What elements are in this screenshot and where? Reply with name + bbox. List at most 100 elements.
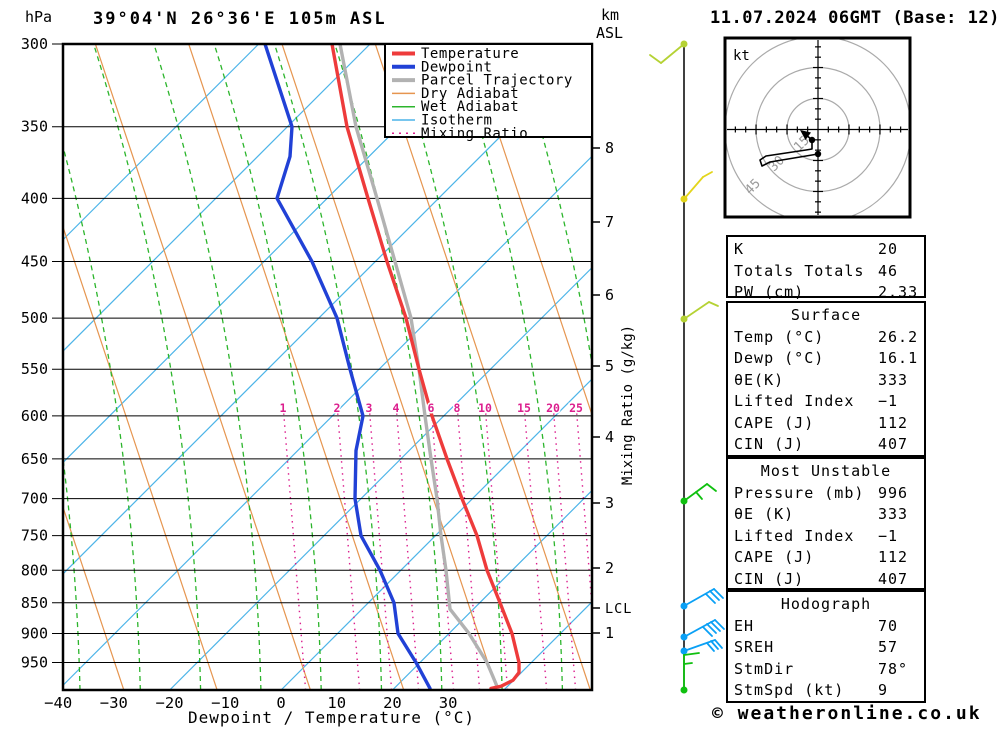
mixing-ratio-labels: 1 2 3 4 6 8 10 15 20 25 xyxy=(278,400,584,417)
table-row: θE(K) 333 xyxy=(734,370,924,392)
mixing-ratio-line xyxy=(368,403,393,690)
table-row: Temp (°C) 26.2 xyxy=(734,327,924,349)
mixing-ratio-line xyxy=(552,403,577,690)
table-row-value: 407 xyxy=(878,569,909,588)
table-row-value: 16.1 xyxy=(878,349,919,367)
legend-label: Dewpoint xyxy=(421,59,492,75)
pressure-tick-label: 700 xyxy=(21,490,48,508)
wind-barb-segment xyxy=(709,590,720,601)
temp-tick-label: −20 xyxy=(156,694,184,712)
wind-barb-segment xyxy=(660,43,685,64)
wind-barb-segment xyxy=(683,639,716,652)
table-row-value: 996 xyxy=(878,483,909,502)
table-row: SREH 57 xyxy=(734,637,924,659)
km-tick-label: 7 xyxy=(605,213,614,231)
isotherm-line xyxy=(63,44,482,464)
mixing-ratio-value-label: 8 xyxy=(454,401,461,415)
pressure-tick-label: 450 xyxy=(21,253,48,271)
temp-tick-label: −10 xyxy=(211,694,239,712)
table-row-label: StmSpd (kt) xyxy=(734,681,845,699)
temp-tick-label: 30 xyxy=(439,694,458,712)
mixing-ratio-value-label: 15 xyxy=(517,401,531,415)
hodograph-arrow-head xyxy=(800,130,811,140)
table-row: θE (K) 333 xyxy=(734,504,924,526)
wet-adiabat-line xyxy=(153,44,262,690)
table-row-value: 70 xyxy=(878,616,899,635)
hodograph-level-dot xyxy=(814,150,822,158)
table-row-value: 112 xyxy=(878,548,909,566)
isotherm-line xyxy=(63,44,260,241)
table-row: StmSpd (kt) 9 xyxy=(734,680,924,702)
km-tick-label: 5 xyxy=(605,357,614,375)
wet-adiabat-line xyxy=(213,44,322,690)
pressure-tick-label: 650 xyxy=(21,450,48,468)
datetime-title: 11.07.2024 06GMT (Base: 12) xyxy=(710,8,1000,28)
pressure-tick-label: 600 xyxy=(21,407,48,425)
pressure-tick-label: 850 xyxy=(21,594,48,612)
wind-barb-segment xyxy=(683,652,700,656)
pressure-tick-label: 800 xyxy=(21,561,48,579)
table-row-label: SREH xyxy=(734,638,775,656)
parcel-trajectory-curve xyxy=(338,44,499,688)
table-row: CIN (J) 407 xyxy=(734,569,924,591)
table-row: Pressure (mb) 996 xyxy=(734,483,924,505)
table-row: EH 70 xyxy=(734,616,924,638)
indices-table-hodograph: Hodograph EH 70 SREH 57 StmDir 78° StmSpd (kt) 9 xyxy=(726,590,926,703)
table-row-label: Lifted Index xyxy=(734,392,855,410)
skewt-background-lines xyxy=(63,44,592,690)
table-row-value: 407 xyxy=(878,435,909,453)
table-row-value: −1 xyxy=(878,526,899,545)
pressure-tick-label: 550 xyxy=(21,360,48,378)
footer-credit: © weatheronline.co.uk xyxy=(712,703,982,724)
km-axis: 8 7 6 5 4 3 2 1 LCL xyxy=(592,139,631,642)
mixing-ratio-value-label: 1 xyxy=(280,401,287,415)
km-tick-label: 3 xyxy=(605,494,614,512)
wind-barb-segment xyxy=(714,619,725,630)
table-row-label: CAPE (J) xyxy=(734,548,815,566)
mixing-ratio-value-label: 25 xyxy=(569,401,583,415)
pressure-tick-label: 500 xyxy=(21,309,48,327)
wind-barb-segment xyxy=(710,621,721,632)
wind-barb xyxy=(680,639,723,655)
plot-border xyxy=(61,42,594,692)
hodograph-unit-label: kt xyxy=(733,48,750,64)
table-row-label: Lifted Index xyxy=(734,526,855,545)
mixing-ratio-value-label: 3 xyxy=(366,401,373,415)
altitude-unit-label-asl: ASL xyxy=(596,24,624,42)
dry-adiabat-line xyxy=(468,44,592,417)
table-row: PW (cm) 2.33 xyxy=(734,282,924,304)
isotherm-line xyxy=(63,155,592,687)
pressure-tick-label: 300 xyxy=(21,35,48,53)
indices-table-most-unstable: Most Unstable Pressure (mb) 996 θE (K) 333 Li… xyxy=(726,457,926,590)
table-row-value: 57 xyxy=(878,638,899,656)
wind-barb-segment xyxy=(683,301,710,320)
temp-tick-label: −30 xyxy=(100,694,128,712)
table-row-value: 46 xyxy=(878,261,899,280)
wind-barb-dot xyxy=(680,633,688,641)
dry-adiabat-line xyxy=(63,505,125,690)
isotherm-line xyxy=(169,266,592,690)
wind-barb-segment xyxy=(683,662,693,665)
table-row-label: θE (K) xyxy=(734,505,795,523)
legend-label: Dry Adiabat xyxy=(421,86,519,102)
km-tick-label: 4 xyxy=(605,428,614,446)
wind-barb-segment xyxy=(683,619,716,638)
table-row-label: PW (cm) xyxy=(734,283,805,301)
table-row-value: 26.2 xyxy=(878,327,919,346)
legend-label: Parcel Trajectory xyxy=(421,73,573,89)
dry-adiabat-line xyxy=(94,44,311,690)
wind-barb-segment xyxy=(706,642,715,652)
temp-tick-label: −40 xyxy=(44,694,72,712)
wind-barb-segment xyxy=(708,301,719,307)
wind-barb xyxy=(680,171,713,203)
indices-table-surface: Surface Temp (°C) 26.2 Dewp (°C) 16.1 θE(K) 33… xyxy=(726,301,926,457)
indices-table-stability: K 20 Totals Totals 46 PW (cm) 2.33 xyxy=(726,235,926,301)
wind-barb-dot xyxy=(680,315,688,323)
table-row-label: CIN (J) xyxy=(734,435,805,453)
wind-barb-column xyxy=(649,40,725,694)
wind-barb xyxy=(680,652,700,694)
table-row: Lifted Index −1 xyxy=(734,526,924,548)
